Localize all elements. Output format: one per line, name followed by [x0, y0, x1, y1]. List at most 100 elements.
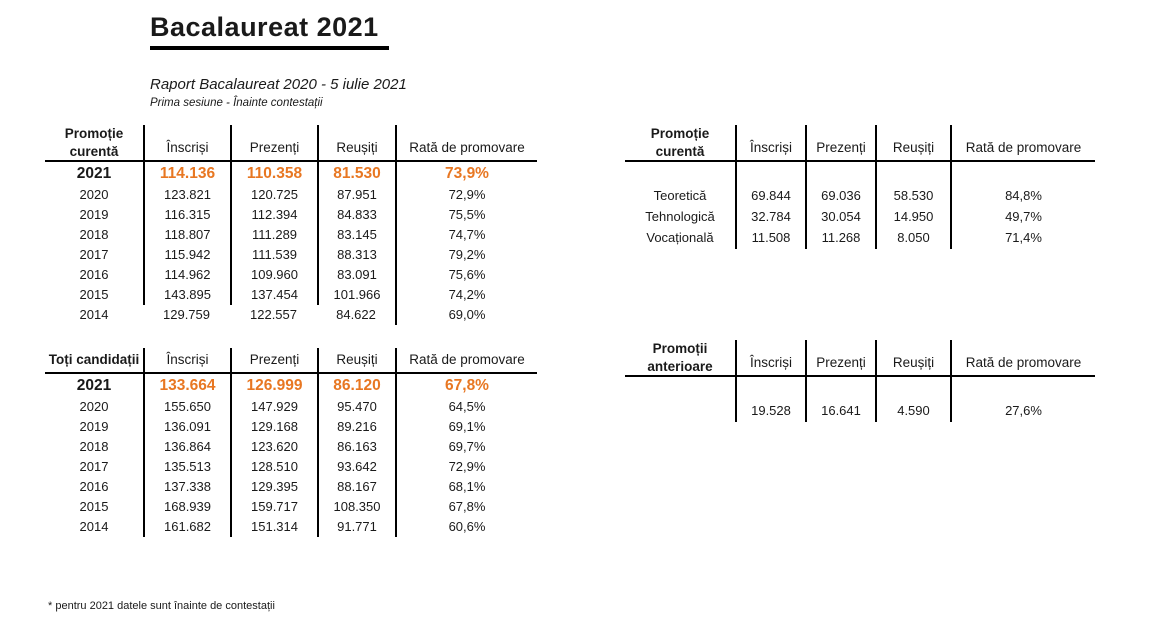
reusiti-cell: 108.350 [317, 497, 395, 517]
rata-cell: 72,9% [395, 457, 537, 477]
table-label: Promoție curentă [45, 125, 143, 162]
inscrisi-cell: 118.807 [143, 225, 230, 245]
year-cell: 2019 [79, 418, 109, 434]
rata-cell: 84,8% [950, 186, 1095, 207]
rata-cell: 74,7% [395, 225, 537, 245]
inscrisi-cell: 114.962 [143, 265, 230, 285]
reusiti-cell: 4.590 [875, 401, 950, 422]
column-header-prezenti: Prezenți [230, 125, 317, 162]
column-header-rata: Rată de promovare [395, 125, 537, 162]
table-label: Promoții anterioare [625, 340, 735, 377]
year-cell: 2017 [79, 246, 109, 262]
spacer-cell [735, 162, 805, 186]
prezenti-cell: 147.929 [230, 397, 317, 417]
reusiti-cell: 93.642 [317, 457, 395, 477]
table-label-line1: Promoție [650, 125, 710, 141]
inscrisi-cell: 32.784 [735, 207, 805, 228]
rata-cell: 69,0% [395, 305, 537, 325]
column-header-inscrisi: Înscriși [735, 125, 805, 162]
prezenti-cell: 111.289 [230, 225, 317, 245]
reusiti-cell: 83.091 [317, 265, 395, 285]
prezenti-cell: 126.999 [230, 374, 317, 397]
reusiti-cell: 8.050 [875, 228, 950, 249]
column-header-inscrisi: Înscriși [143, 125, 230, 162]
reusiti-cell: 83.145 [317, 225, 395, 245]
rata-cell: 75,5% [395, 205, 537, 225]
inscrisi-cell: 19.528 [735, 401, 805, 422]
spacer-cell [950, 162, 1095, 186]
column-header-rata: Rată de promovare [395, 348, 537, 374]
spacer-cell [735, 377, 805, 401]
rata-cell: 75,6% [395, 265, 537, 285]
reusiti-cell: 89.216 [317, 417, 395, 437]
reusiti-cell: 86.120 [317, 374, 395, 397]
table-previous-cohorts: Promoții anterioare Înscriși Prezenți Re… [625, 340, 1095, 422]
table-current-cohort-by-year: Promoție curentă Înscriși Prezenți Reuși… [45, 125, 537, 325]
reusiti-cell: 91.771 [317, 517, 395, 537]
inscrisi-cell: 123.821 [143, 185, 230, 205]
column-header-prezenti: Prezenți [805, 125, 875, 162]
inscrisi-cell: 116.315 [143, 205, 230, 225]
reusiti-cell: 86.163 [317, 437, 395, 457]
inscrisi-cell: 143.895 [143, 285, 230, 305]
column-header-reusiti: Reușiți [875, 340, 950, 377]
inscrisi-cell: 135.513 [143, 457, 230, 477]
reusiti-cell: 95.470 [317, 397, 395, 417]
rata-cell: 60,6% [395, 517, 537, 537]
inscrisi-cell: 168.939 [143, 497, 230, 517]
column-header-rata: Rată de promovare [950, 125, 1095, 162]
reusiti-cell: 87.951 [317, 185, 395, 205]
year-cell: 2020 [79, 186, 109, 202]
reusiti-cell: 88.167 [317, 477, 395, 497]
year-cell: 2019 [79, 206, 109, 222]
session-note: Prima sesiune - Înainte contestații [150, 97, 323, 109]
prezenti-cell: 30.054 [805, 207, 875, 228]
rata-cell: 69,1% [395, 417, 537, 437]
reusiti-cell: 81.530 [317, 162, 395, 185]
table-all-candidates-by-year: Toți candidații Înscriși Prezenți Reușiț… [45, 348, 537, 537]
reusiti-cell: 84.622 [336, 306, 376, 322]
column-header-reusiti: Reușiți [317, 125, 395, 162]
reusiti-cell: 58.530 [875, 186, 950, 207]
column-header-reusiti: Reușiți [875, 125, 950, 162]
prezenti-cell: 69.036 [805, 186, 875, 207]
inscrisi-cell: 69.844 [735, 186, 805, 207]
year-cell: 2015 [79, 286, 109, 302]
reusiti-cell: 101.966 [317, 285, 395, 305]
inscrisi-cell: 155.650 [143, 397, 230, 417]
spacer-cell [805, 162, 875, 186]
column-header-inscrisi: Înscriși [143, 348, 230, 374]
prezenti-cell: 110.358 [230, 162, 317, 185]
table-label-line1: Promoție [64, 125, 124, 141]
inscrisi-cell: 114.136 [143, 162, 230, 185]
rata-cell: 67,8% [395, 497, 537, 517]
prezenti-cell: 111.539 [230, 245, 317, 265]
year-cell: 2021 [76, 376, 112, 394]
year-cell: 2014 [79, 306, 109, 322]
column-header-inscrisi: Înscriși [735, 340, 805, 377]
table-label-line2: curentă [69, 143, 119, 159]
inscrisi-cell: 133.664 [143, 374, 230, 397]
table-label-line1: Promoții [652, 340, 708, 356]
column-header-prezenti: Prezenți [805, 340, 875, 377]
prezenti-cell: 123.620 [230, 437, 317, 457]
prezenti-cell: 16.641 [805, 401, 875, 422]
year-cell: 2016 [79, 478, 109, 494]
table-label: Promoție curentă [625, 125, 735, 162]
prezenti-cell: 137.454 [230, 285, 317, 305]
rata-cell: 72,9% [395, 185, 537, 205]
prezenti-cell: 120.725 [230, 185, 317, 205]
rata-cell: 71,4% [950, 228, 1095, 249]
spacer-cell [875, 162, 950, 186]
inscrisi-cell: 137.338 [143, 477, 230, 497]
label-cell [625, 401, 735, 422]
footnote: * pentru 2021 datele sunt înainte de con… [48, 600, 275, 612]
reusiti-cell: 88.313 [317, 245, 395, 265]
spacer-cell [625, 377, 735, 401]
column-header-reusiti: Reușiți [317, 348, 395, 374]
spacer-cell [875, 377, 950, 401]
year-cell: 2017 [79, 458, 109, 474]
prezenti-cell: 159.717 [230, 497, 317, 517]
reusiti-cell: 14.950 [875, 207, 950, 228]
prezenti-cell: 151.314 [230, 517, 317, 537]
